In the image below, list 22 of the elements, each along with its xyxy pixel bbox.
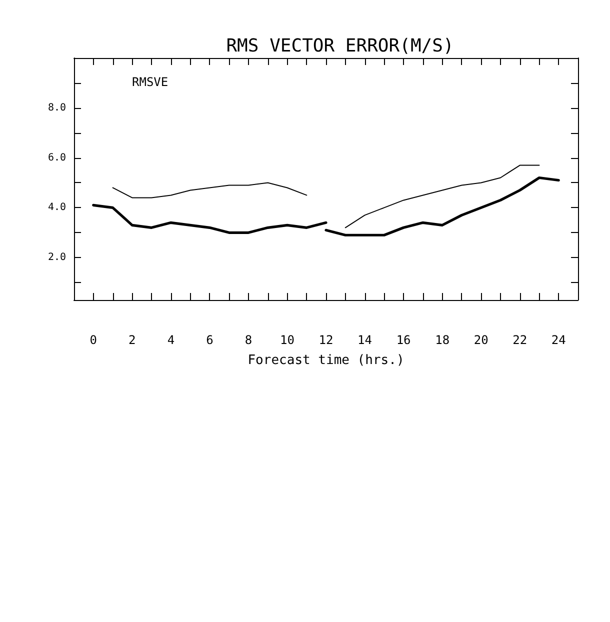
x-tick-label: 16 (396, 333, 411, 347)
x-tick-label: 4 (167, 333, 175, 347)
x-tick-label: 18 (435, 333, 450, 347)
y-tick-label: 8.0 (48, 102, 66, 114)
x-tick-label: 22 (512, 333, 528, 347)
y-tick-label: 4.0 (48, 202, 66, 214)
annotation: RMSVE (132, 75, 168, 89)
y-tick-label: 2.0 (48, 252, 66, 264)
x-tick-label: 20 (474, 333, 488, 347)
line-series (92, 204, 328, 234)
y-tick-label: 6.0 (48, 152, 66, 164)
x-tick-label: 12 (318, 333, 334, 347)
x-axis-title: Forecast time (hrs.) (248, 353, 404, 368)
x-tick-label: 14 (358, 333, 372, 347)
x-tick-label: 2 (128, 333, 136, 347)
line-series (324, 176, 560, 236)
x-tick-label: 8 (244, 333, 252, 347)
x-tick-label: 24 (551, 333, 566, 347)
x-tick-label: 6 (206, 333, 214, 347)
chart-title: RMS VECTOR ERROR(M/S) (226, 36, 454, 56)
x-tick-label: 10 (280, 333, 294, 347)
x-tick-label: 0 (90, 333, 97, 347)
